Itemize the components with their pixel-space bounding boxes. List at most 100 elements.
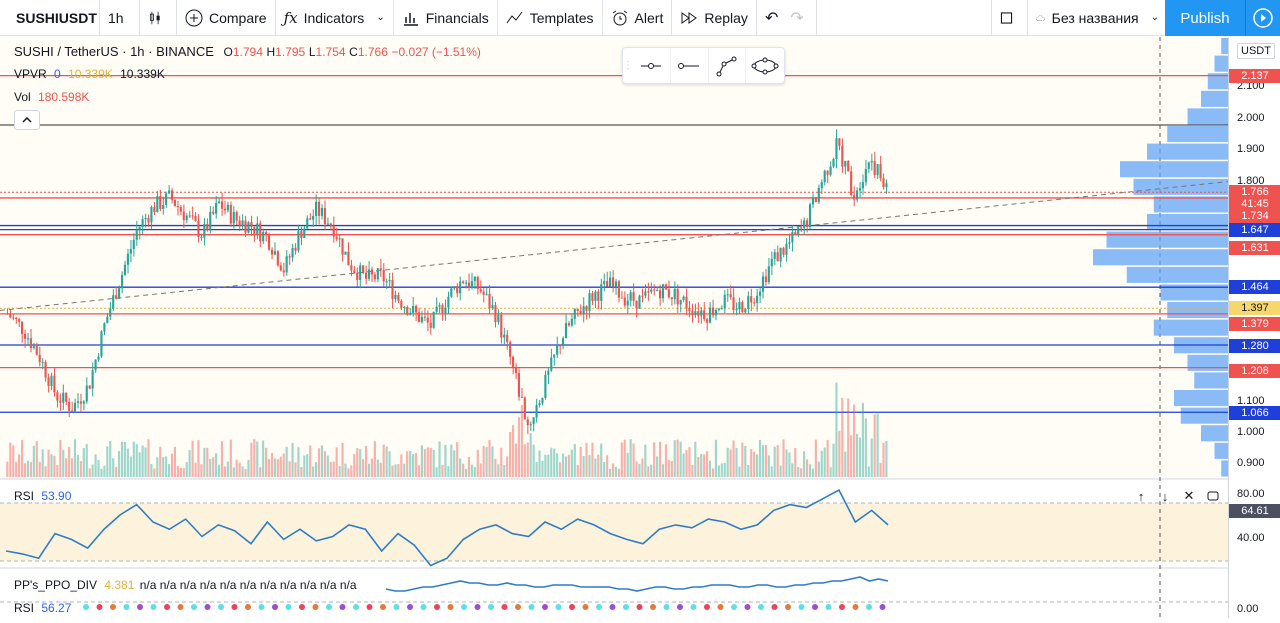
- volume-bar: [156, 457, 159, 477]
- legend-low: 1.754: [315, 45, 346, 59]
- path-button[interactable]: [709, 48, 747, 83]
- publish-button[interactable]: Publish: [1165, 0, 1245, 36]
- volume-bar: [344, 463, 347, 477]
- volume-bar: [726, 447, 729, 477]
- undo-icon[interactable]: ↶: [764, 9, 779, 27]
- volume-bar: [864, 418, 867, 477]
- vpvr-legend[interactable]: VPVR 0 10.339K 10.339K: [14, 67, 165, 81]
- candle-body: [858, 188, 862, 191]
- compare-button[interactable]: Compare: [177, 0, 276, 36]
- move-pane-up-button[interactable]: ↑: [1131, 487, 1151, 505]
- volume-bar: [629, 439, 632, 477]
- maximize-icon: [1207, 491, 1219, 501]
- volume-bar: [738, 466, 741, 477]
- volume-bar: [541, 460, 544, 477]
- trend-line-button[interactable]: [671, 48, 709, 83]
- signal-dot: [488, 604, 494, 610]
- volume-bar: [162, 457, 165, 477]
- chart-type-button[interactable]: [140, 0, 177, 36]
- candle-body: [800, 227, 803, 229]
- volume-bar: [462, 463, 465, 477]
- candle-body: [511, 356, 515, 368]
- volume-bar: [170, 453, 174, 477]
- volume-bar: [685, 450, 688, 477]
- chart-canvas[interactable]: [0, 37, 1229, 618]
- volume-bar: [370, 458, 373, 477]
- signal-dot: [596, 604, 602, 610]
- interval-button[interactable]: 1h: [100, 0, 140, 36]
- candle-body: [873, 161, 876, 176]
- candle-body: [232, 211, 235, 224]
- layout-name-button[interactable]: Без названия ⌄: [1028, 0, 1168, 36]
- candle-body: [735, 309, 738, 311]
- rsi-line: [5, 489, 889, 567]
- fullscreen-select-button[interactable]: [992, 0, 1028, 36]
- move-pane-down-button[interactable]: ↓: [1155, 487, 1175, 505]
- chart-area[interactable]: [0, 37, 1229, 618]
- redo-icon[interactable]: ↷: [790, 9, 804, 27]
- symbol-search[interactable]: SUSHIUSDT: [0, 0, 100, 36]
- volume-bar: [467, 456, 471, 477]
- volume-bar: [68, 446, 71, 477]
- rsi-current-label: 64.61: [1229, 504, 1280, 518]
- candle-body: [503, 334, 506, 338]
- price-label: 1.631: [1229, 240, 1280, 255]
- candle-body: [29, 338, 32, 349]
- volume-bar: [215, 453, 218, 477]
- drag-handle-icon[interactable]: ⋮: [623, 60, 633, 71]
- volume-bar: [858, 437, 862, 477]
- volume-bar: [203, 447, 206, 477]
- candle-body: [708, 307, 712, 323]
- main-legend: SUSHI / TetherUS · 1h · BINANCE O1.794 H…: [14, 44, 481, 59]
- ppo-legend[interactable]: PP's_PPO_DIV 4.381 n/a n/a n/a n/a n/a n…: [14, 578, 357, 592]
- candle-body: [714, 309, 717, 316]
- volume-profile-bar: [1214, 442, 1228, 459]
- volume-bar: [447, 466, 450, 477]
- candle-body: [835, 138, 838, 159]
- candle-body: [88, 385, 91, 389]
- replay-button[interactable]: Replay: [672, 0, 757, 36]
- volume-bar: [661, 464, 665, 477]
- rsi-legend[interactable]: RSI 53.90: [14, 489, 71, 503]
- candle-body: [297, 231, 300, 251]
- alert-button[interactable]: Alert: [603, 0, 673, 36]
- price-axis[interactable]: 2.2002.1002.0001.9001.8001.1001.0000.900…: [1228, 37, 1280, 618]
- templates-button[interactable]: Templates: [498, 0, 603, 36]
- candle-body: [326, 223, 329, 225]
- candle-body: [400, 300, 403, 308]
- indicators-button[interactable]: ƒx Indicators ⌄: [276, 0, 394, 36]
- close-pane-button[interactable]: ✕: [1179, 487, 1199, 505]
- horizontal-ray-button[interactable]: [633, 48, 671, 83]
- legend-open: 1.794: [232, 45, 263, 59]
- rsi-secondary-legend[interactable]: RSI 56.27: [14, 601, 71, 615]
- currency-label[interactable]: USDT: [1237, 43, 1275, 59]
- candle-body: [70, 410, 74, 412]
- volume-legend[interactable]: Vol 180.598K: [14, 90, 89, 104]
- volume-bar: [761, 445, 765, 477]
- collapse-legend-button[interactable]: [14, 110, 40, 130]
- financials-button[interactable]: Financials: [394, 0, 498, 36]
- candles-icon: [149, 11, 160, 24]
- candle-body: [532, 417, 535, 425]
- ellipse-button[interactable]: [746, 48, 784, 83]
- volume-bar: [82, 448, 85, 477]
- candle-body: [338, 238, 341, 240]
- main-pane-bg: [0, 37, 1228, 477]
- volume-bar: [744, 445, 747, 477]
- candle-body: [829, 166, 832, 175]
- volume-bar: [109, 441, 112, 477]
- candle-body: [253, 226, 256, 234]
- volume-bar: [179, 468, 182, 477]
- volume-bar: [388, 451, 391, 477]
- volume-bar: [573, 444, 576, 477]
- signal-dot: [339, 604, 346, 610]
- volume-bar: [691, 464, 694, 477]
- volume-bar: [382, 444, 385, 477]
- publish-menu-button[interactable]: [1245, 0, 1280, 36]
- maximize-pane-button[interactable]: [1203, 487, 1223, 505]
- signal-dot: [528, 604, 535, 610]
- volume-profile-bar: [1167, 126, 1228, 143]
- volume-bar: [670, 460, 673, 477]
- volume-bar: [841, 397, 844, 477]
- volume-bar: [855, 433, 859, 477]
